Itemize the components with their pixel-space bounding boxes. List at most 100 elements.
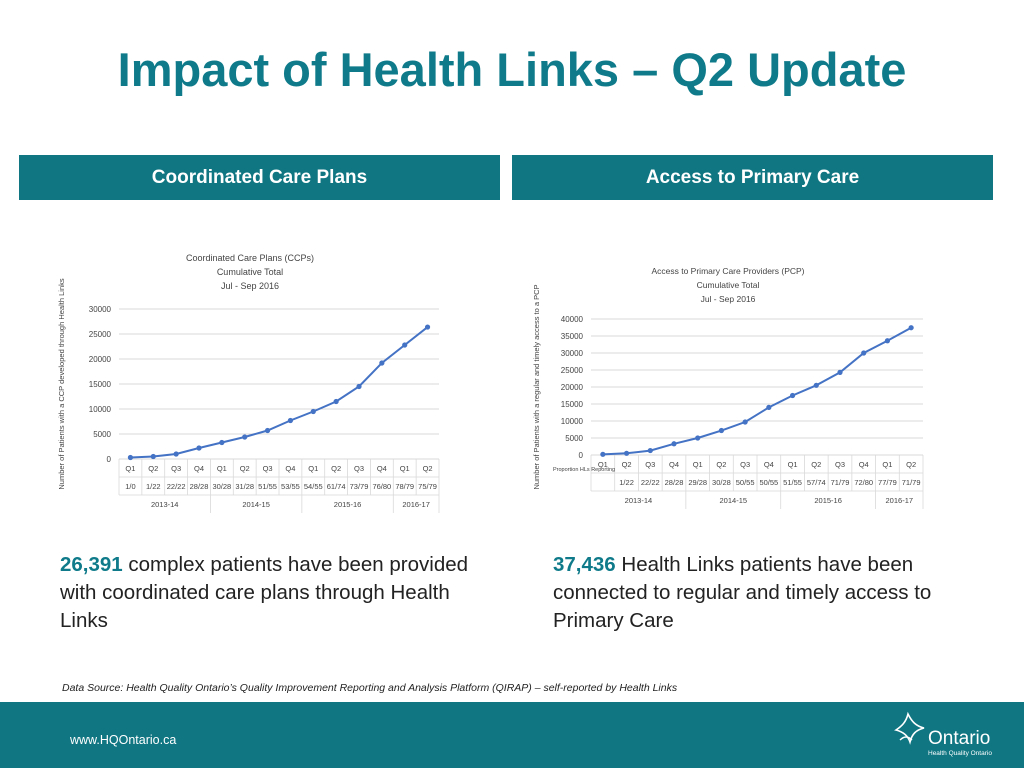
- pcp-data-point: [647, 447, 653, 454]
- pcp-x-tick-label: Q1: [882, 460, 892, 469]
- pcp-group-label: 2014-15: [720, 496, 748, 505]
- pcp-series-line: [602, 326, 912, 456]
- ccp-stat: 26,391 complex patients have been provid…: [60, 551, 490, 635]
- pcp-y-tick-label: 25000: [561, 366, 584, 375]
- pcp-group-label: 2013-14: [625, 496, 653, 505]
- pcp-y-tick-label: 40000: [561, 315, 584, 324]
- ccp-y-tick-label: 10000: [89, 405, 112, 414]
- pcp-x-tick-label: Q3: [740, 460, 750, 469]
- pcp-chart: Access to Primary Care Providers (PCP) Cu…: [533, 260, 933, 516]
- pcp-data-point: [600, 451, 606, 457]
- pcp-data-point: [695, 435, 701, 441]
- pcp-data-point: [789, 392, 796, 399]
- pcp-data-point: [861, 350, 867, 356]
- ccp-x-tick-label: Q4: [377, 464, 387, 473]
- pcp-data-point: [837, 369, 843, 375]
- pcp-data-point: [671, 441, 677, 447]
- pcp-x-tick-label: Q3: [835, 460, 845, 469]
- ccp-group-label: 2015-16: [334, 500, 362, 509]
- pcp-title: Access to Primary Care Providers (PCP): [651, 266, 804, 276]
- logo-wordmark: Ontario: [928, 728, 991, 749]
- ccp-title: Coordinated Care Plans (CCPs): [186, 253, 314, 263]
- ccp-stat-number: 26,391: [60, 553, 123, 576]
- pcp-stat-text: Health Links patients have been connecte…: [553, 553, 932, 632]
- pcp-reporting-label: 71/79: [831, 478, 850, 487]
- ccp-group-label: 2016-17: [402, 500, 430, 509]
- pcp-reporting-label: 22/22: [641, 478, 660, 487]
- pcp-reporting-label: 50/55: [736, 478, 755, 487]
- pcp-reporting-label: 51/55: [783, 478, 802, 487]
- pcp-y-tick-label: 20000: [561, 383, 584, 392]
- ccp-x-tick-label: Q3: [263, 464, 273, 473]
- pcp-x-tick-label: Q4: [764, 460, 774, 469]
- ccp-data-point: [356, 383, 362, 390]
- header-access-primary-care: Access to Primary Care: [512, 155, 993, 200]
- pcp-y-tick-label: 30000: [561, 349, 584, 358]
- ccp-reporting-label: 73/79: [350, 482, 369, 491]
- pcp-reporting-label: 57/74: [807, 478, 826, 487]
- ccp-data-point: [242, 434, 248, 440]
- pcp-y-axis-label: Number of Patients with a regular and ti…: [533, 284, 541, 489]
- pcp-y-tick-label: 15000: [561, 400, 584, 409]
- ontario-logo: Ontario Health Quality Ontario: [888, 710, 1004, 764]
- ccp-reporting-label: 75/79: [418, 482, 437, 491]
- footer-url-link[interactable]: www.HQOntario.ca: [70, 733, 177, 747]
- ccp-subtitle-2: Jul - Sep 2016: [221, 281, 279, 291]
- ccp-y-axis-label: Number of Patients with a CCP developed …: [57, 278, 66, 489]
- pcp-y-tick-label: 10000: [561, 417, 584, 426]
- pcp-subtitle-1: Cumulative Total: [697, 280, 760, 290]
- ccp-reporting-label: 53/55: [281, 482, 300, 491]
- pcp-stat-number: 37,436: [553, 553, 616, 576]
- ccp-data-point: [264, 427, 271, 434]
- pcp-group-label: 2015-16: [814, 496, 842, 505]
- ccp-x-tick-label: Q2: [423, 464, 433, 473]
- ccp-reporting-label: 1/0: [125, 482, 135, 491]
- pcp-reporting-label: 77/79: [878, 478, 897, 487]
- ccp-data-point: [402, 342, 408, 348]
- pcp-x-tick-label: Q1: [788, 460, 798, 469]
- ccp-reporting-label: 76/80: [372, 482, 391, 491]
- ccp-group-label: 2014-15: [242, 500, 270, 509]
- ccp-x-tick-label: Q3: [171, 464, 181, 473]
- ccp-data-point: [424, 324, 431, 330]
- ccp-data-point: [310, 408, 316, 415]
- pcp-x-tick-label: Q2: [716, 460, 726, 469]
- ccp-x-tick-label: Q1: [125, 464, 135, 473]
- pcp-x-tick-label: Q4: [859, 460, 869, 469]
- pcp-y-tick-label: 5000: [565, 434, 583, 443]
- pcp-data-point: [718, 427, 725, 434]
- pcp-reporting-label: 30/28: [712, 478, 731, 487]
- ccp-data-point: [333, 398, 339, 405]
- pcp-y-tick-label: 0: [579, 451, 584, 460]
- ccp-stat-text: complex patients have been provided with…: [60, 553, 469, 632]
- ccp-reporting-label: 1/22: [146, 482, 161, 491]
- ccp-data-point: [196, 445, 202, 451]
- pcp-reporting-label: 28/28: [665, 478, 684, 487]
- ccp-x-tick-label: Q1: [400, 464, 410, 473]
- ccp-x-tick-label: Q1: [217, 464, 227, 473]
- ccp-x-tick-label: Q4: [194, 464, 204, 473]
- pcp-subtitle-2: Jul - Sep 2016: [701, 294, 756, 304]
- ccp-x-tick-label: Q3: [354, 464, 364, 473]
- pcp-stat: 37,436 Health Links patients have been c…: [553, 551, 993, 635]
- ccp-reporting-label: 30/28: [212, 482, 231, 491]
- pcp-data-point: [813, 382, 819, 388]
- trillium-icon: [894, 711, 925, 745]
- ccp-data-point: [173, 451, 179, 457]
- ccp-data-point: [127, 454, 134, 461]
- pcp-reporting-label: 71/79: [902, 478, 921, 487]
- ccp-reporting-label: 51/55: [258, 482, 277, 491]
- ccp-reporting-label: 78/79: [395, 482, 414, 491]
- ccp-data-point: [287, 417, 294, 424]
- ccp-group-label: 2013-14: [151, 500, 179, 509]
- ccp-reporting-label: 22/22: [167, 482, 186, 491]
- pcp-data-point: [884, 338, 891, 344]
- ccp-x-tick-label: Q2: [240, 464, 250, 473]
- ccp-data-point: [150, 453, 156, 460]
- pcp-group-label: 2016-17: [886, 496, 914, 505]
- pcp-data-point: [623, 450, 630, 456]
- ccp-chart: Coordinated Care Plans (CCPs) Cumulative …: [55, 248, 445, 528]
- ccp-reporting-label: 31/28: [235, 482, 254, 491]
- pcp-data-point: [908, 325, 914, 331]
- pcp-reporting-label: 29/28: [688, 478, 707, 487]
